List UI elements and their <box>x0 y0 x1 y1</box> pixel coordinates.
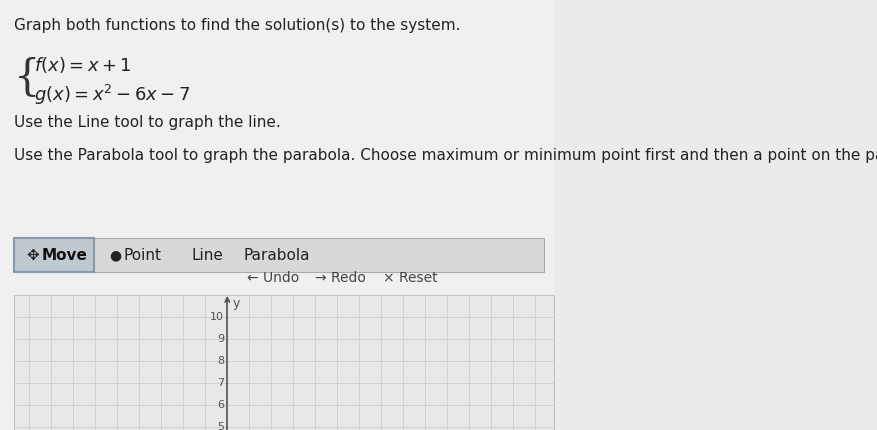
Text: → Redo: → Redo <box>315 271 366 285</box>
Text: × Reset: × Reset <box>382 271 437 285</box>
Text: Use the Line tool to graph the line.: Use the Line tool to graph the line. <box>14 115 281 130</box>
Text: {: { <box>14 57 40 99</box>
Text: $g(x) = x^2 - 6x - 7$: $g(x) = x^2 - 6x - 7$ <box>34 83 190 107</box>
Text: 8: 8 <box>217 356 224 366</box>
Bar <box>553 0 877 430</box>
Text: 7: 7 <box>217 378 224 388</box>
Text: 9: 9 <box>217 334 224 344</box>
Text: ●: ● <box>109 248 121 262</box>
Bar <box>14 238 544 272</box>
Text: Point: Point <box>124 248 162 262</box>
Text: ✥: ✥ <box>26 248 39 262</box>
Text: ← Undo: ← Undo <box>246 271 299 285</box>
Text: Line: Line <box>192 248 224 262</box>
Bar <box>14 295 553 430</box>
Text: Move: Move <box>42 248 88 262</box>
Text: y: y <box>232 297 239 310</box>
Bar <box>14 238 94 272</box>
Text: Parabola: Parabola <box>244 248 310 262</box>
Text: Use the Parabola tool to graph the parabola. Choose maximum or minimum point fir: Use the Parabola tool to graph the parab… <box>14 148 877 163</box>
Text: 5: 5 <box>217 422 224 430</box>
Text: 6: 6 <box>217 400 224 410</box>
Text: Graph both functions to find the solution(s) to the system.: Graph both functions to find the solutio… <box>14 18 460 33</box>
Text: 10: 10 <box>210 312 224 322</box>
Text: $f(x) = x + 1$: $f(x) = x + 1$ <box>34 55 132 75</box>
